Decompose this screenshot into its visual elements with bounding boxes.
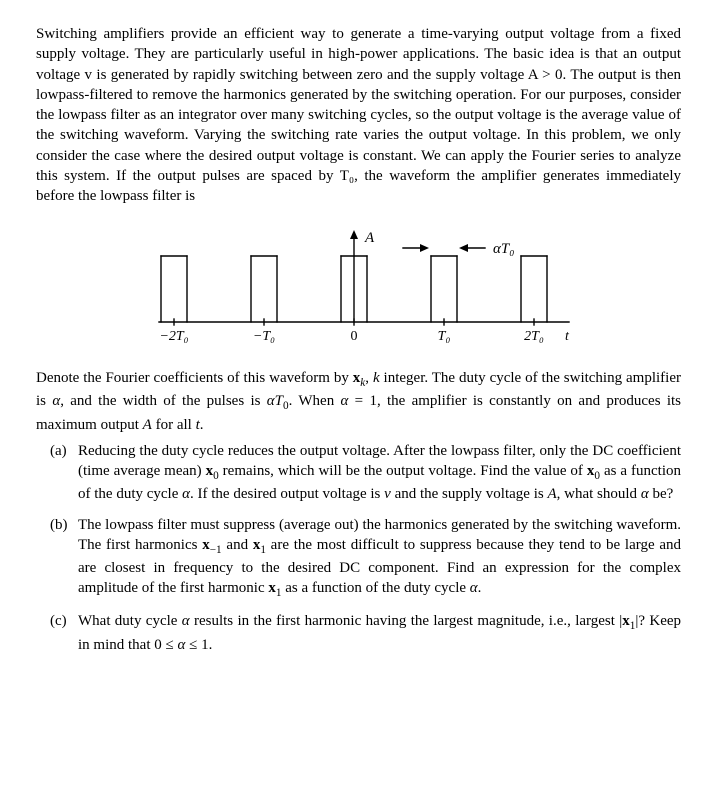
item-a-label: (a)	[36, 441, 78, 505]
item-a-body: Reducing the duty cycle reduces the outp…	[78, 441, 681, 505]
question-list: (a) Reducing the duty cycle reduces the …	[36, 441, 681, 655]
svg-text:t: t	[565, 329, 570, 344]
svg-text:A: A	[364, 230, 375, 246]
intro-paragraph: Switching amplifiers provide an efficien…	[36, 24, 681, 206]
item-b-body: The lowpass filter must suppress (averag…	[78, 515, 681, 602]
item-b-label: (b)	[36, 515, 78, 602]
item-b: (b) The lowpass filter must suppress (av…	[36, 515, 681, 602]
svg-text:T₀: T₀	[437, 329, 450, 344]
item-c: (c) What duty cycle α results in the fir…	[36, 611, 681, 654]
svg-text:−T₀: −T₀	[252, 329, 274, 344]
svg-text:αT₀: αT₀	[493, 241, 514, 257]
svg-text:0: 0	[350, 329, 357, 344]
item-c-body: What duty cycle α results in the first h…	[78, 611, 681, 654]
pulse-train-figure: −2T₀ −T₀ 0 T₀ 2T₀ t AαT₀	[36, 220, 681, 350]
svg-text:−2T₀: −2T₀	[159, 329, 188, 344]
item-c-label: (c)	[36, 611, 78, 654]
pulse-train-svg: −2T₀ −T₀ 0 T₀ 2T₀ t AαT₀	[129, 220, 589, 350]
item-a: (a) Reducing the duty cycle reduces the …	[36, 441, 681, 505]
svg-text:2T₀: 2T₀	[524, 329, 544, 344]
denote-paragraph: Denote the Fourier coefficients of this …	[36, 368, 681, 435]
